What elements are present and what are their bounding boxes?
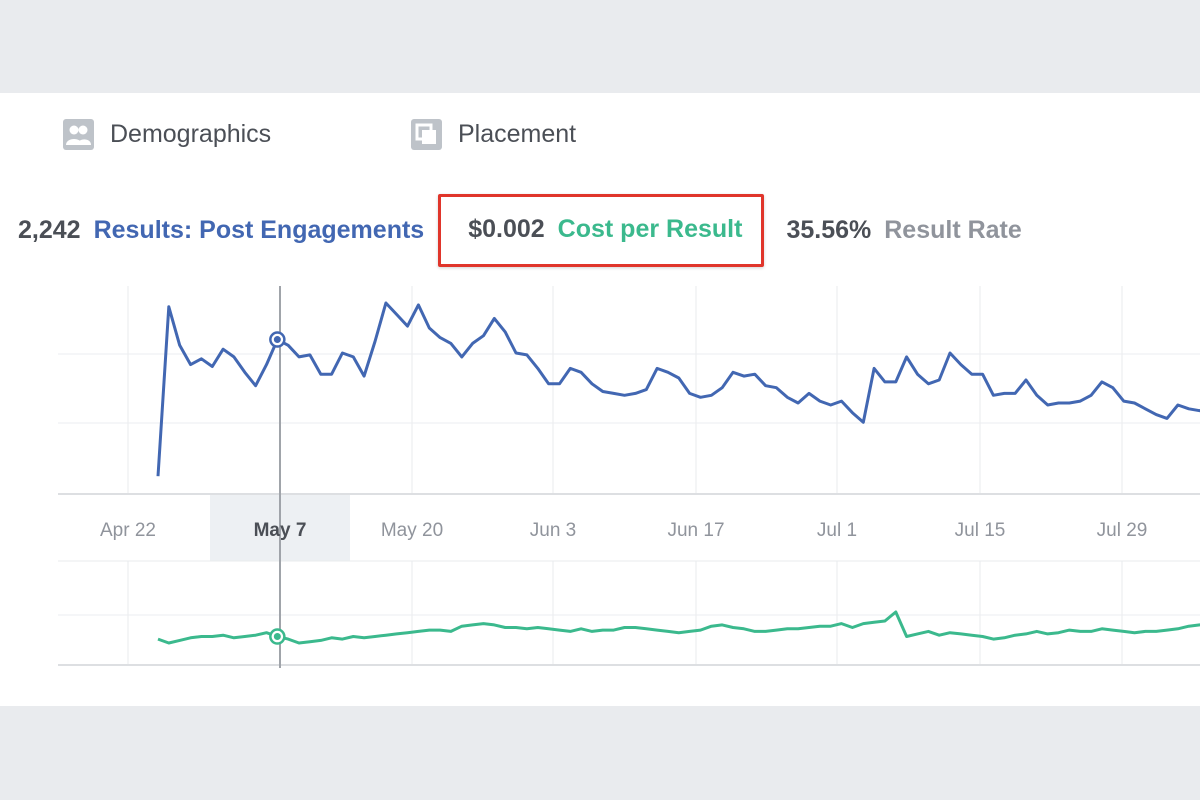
cost-per-result-stat[interactable]: $0.002 Cost per Result (438, 193, 765, 267)
placement-icon (411, 119, 442, 150)
insights-panel: Demographics Placement 2,242 Results: Po… (0, 93, 1200, 706)
cost-per-result-line (157, 610, 1200, 645)
people-icon (63, 119, 94, 150)
rate-value: 35.56% (786, 215, 872, 244)
x-tick-label: Jun 17 (667, 520, 724, 541)
stats-row: 2,242 Results: Post Engagements $0.002 C… (18, 193, 1022, 267)
results-line-marker-dot (273, 336, 281, 344)
x-tick-label: May 20 (381, 520, 443, 541)
results-value: 2,242 (18, 215, 81, 244)
x-tick-label: May 7 (254, 520, 307, 541)
tab-placement[interactable]: Placement (411, 119, 576, 150)
series (156, 301, 1200, 645)
cost-value: $0.002 (468, 214, 545, 243)
results-stat[interactable]: 2,242 Results: Post Engagements (18, 216, 424, 245)
performance-chart[interactable]: Apr 22 May 7 May 20 Jun 3 Jun 17 Jul 1 Jul 15 J… (0, 93, 1200, 706)
results-label: Results: Post Engagements (93, 215, 425, 244)
x-tick-label: Jul 29 (1097, 520, 1148, 541)
x-tick-label: Jul 1 (817, 520, 857, 541)
result-rate-stat[interactable]: 35.56% Result Rate (786, 216, 1021, 245)
tab-demographics[interactable]: Demographics (63, 119, 271, 150)
x-tick-label: Jul 15 (955, 520, 1006, 541)
rate-label: Result Rate (884, 215, 1022, 244)
tab-label: Placement (458, 120, 577, 148)
x-tick-label: Jun 3 (530, 520, 576, 541)
results-line (156, 301, 1200, 477)
cost-per-result-line-marker-dot (273, 633, 281, 641)
x-tick-label: Apr 22 (100, 520, 156, 541)
x-axis-ticks: Apr 22 May 7 May 20 Jun 3 Jun 17 Jul 1 Jul 15 J… (100, 520, 1147, 541)
tab-label: Demographics (110, 120, 272, 148)
cost-label: Cost per Result (557, 214, 743, 243)
grid (58, 286, 1200, 665)
